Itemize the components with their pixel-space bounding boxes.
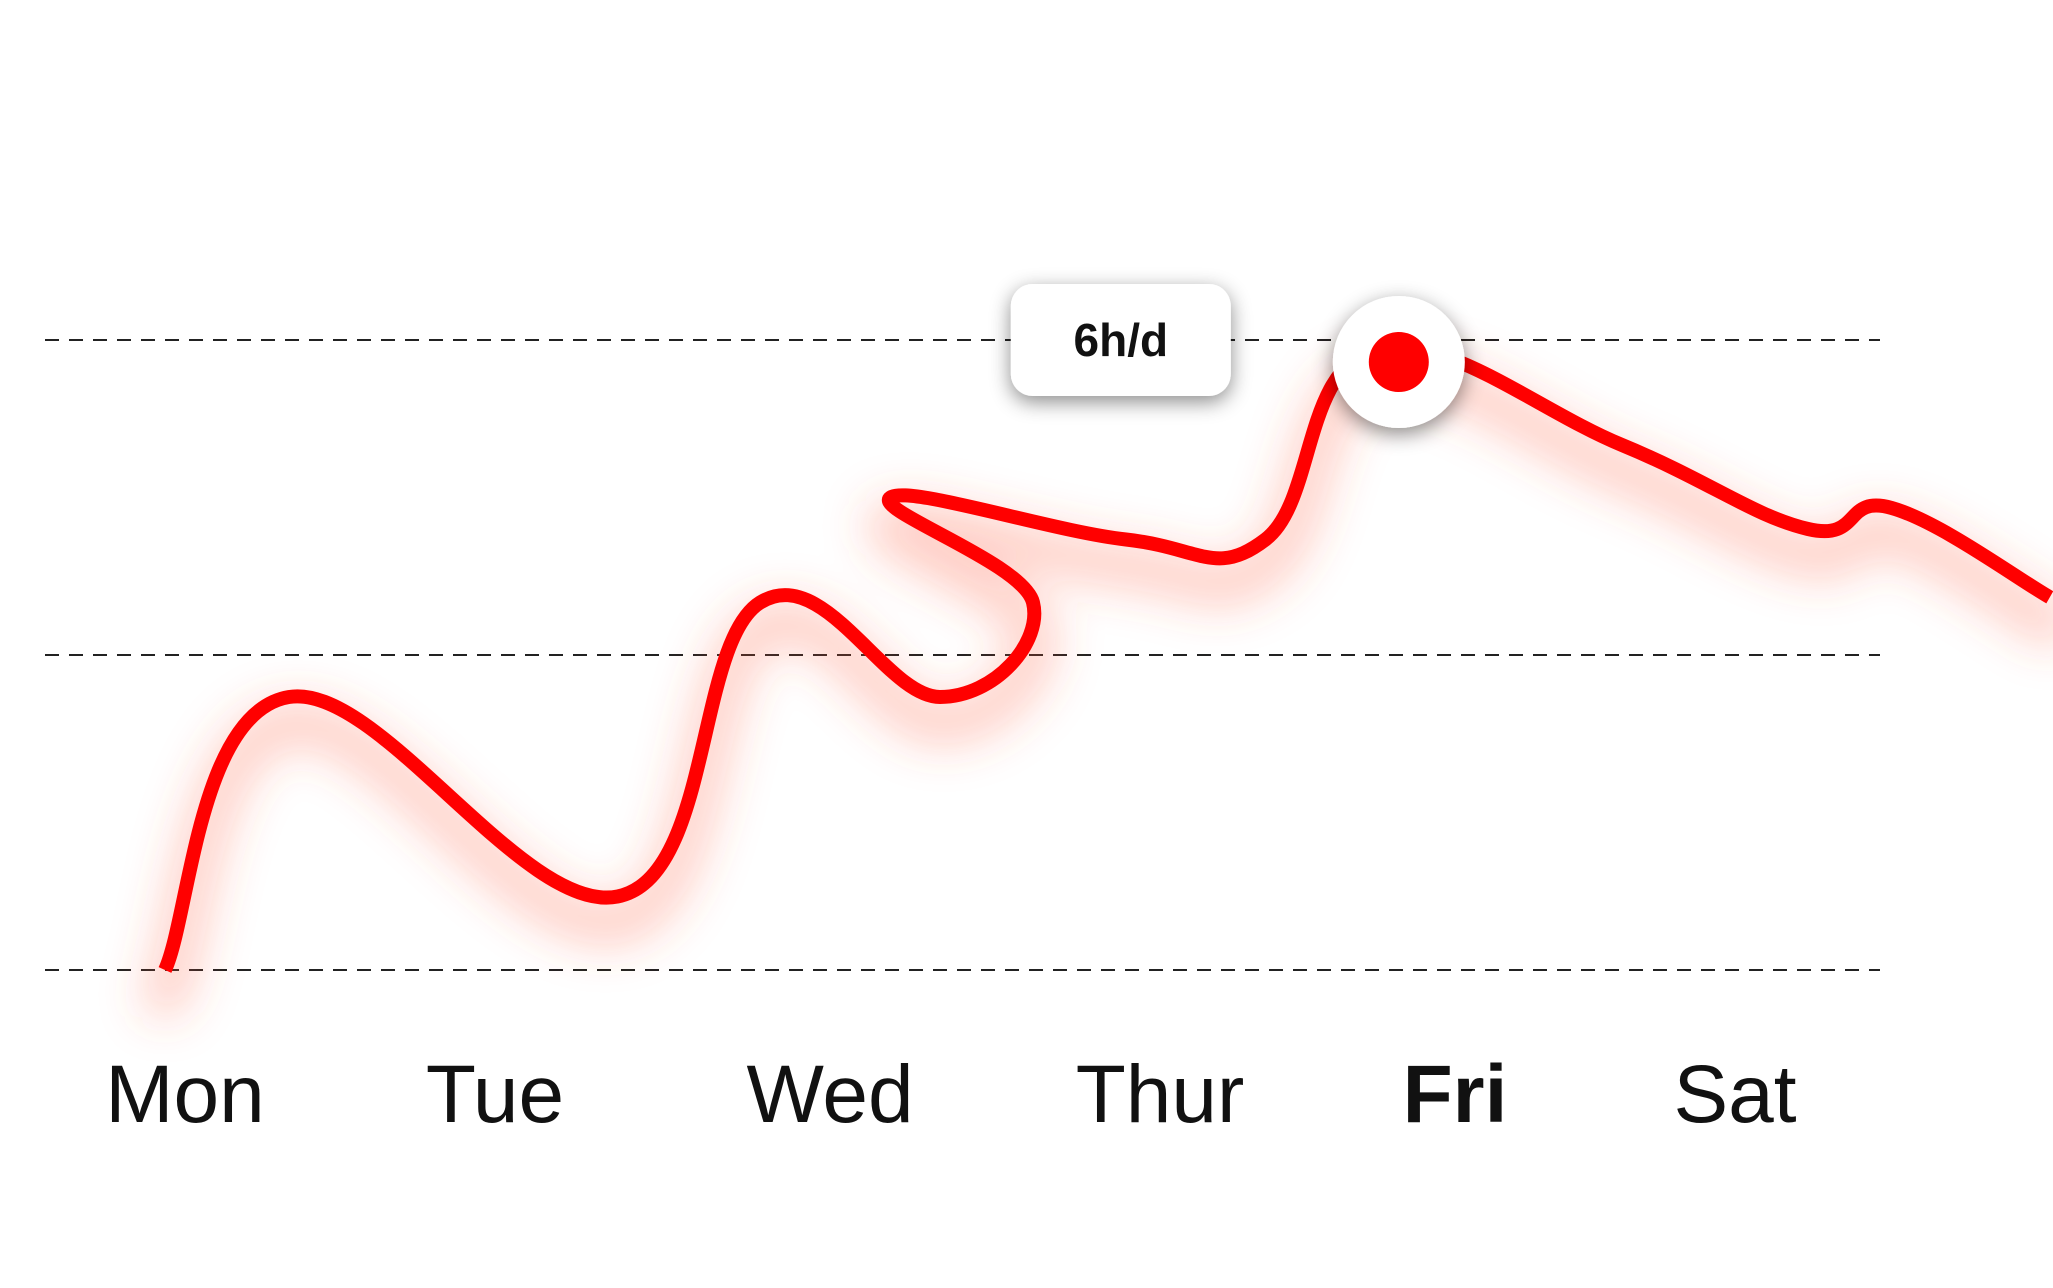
series-line-group (142, 340, 2053, 1019)
highlight-marker-dot (1368, 332, 1429, 392)
tooltip-label: 6h/d (1074, 314, 1169, 366)
tooltip-box (1010, 284, 1231, 396)
x-tick-mon[interactable]: Mon (105, 1049, 265, 1140)
x-tick-fri[interactable]: Fri (1403, 1049, 1508, 1140)
x-tick-tue[interactable]: Tue (426, 1049, 564, 1140)
series-glow-0 (142, 350, 2053, 1019)
value-tooltip: 6h/d (1010, 284, 1231, 396)
x-tick-sat[interactable]: Sat (1673, 1049, 1796, 1140)
highlight-marker[interactable] (1332, 296, 1465, 428)
gridlines (45, 339, 1880, 971)
x-tick-thur[interactable]: Thur (1076, 1049, 1245, 1140)
x-axis: Mon Tue Wed Thur Fri Sat (105, 1049, 1797, 1140)
series-line-0 (158, 340, 2053, 973)
x-tick-wed[interactable]: Wed (746, 1049, 913, 1140)
